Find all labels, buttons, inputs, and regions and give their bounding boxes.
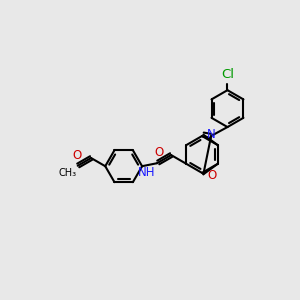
Text: O: O [155, 146, 164, 159]
Text: O: O [207, 169, 216, 182]
Text: N: N [207, 128, 216, 140]
Text: CH₃: CH₃ [58, 168, 76, 178]
Text: Cl: Cl [221, 68, 234, 81]
Text: NH: NH [138, 166, 155, 179]
Text: O: O [72, 149, 81, 162]
